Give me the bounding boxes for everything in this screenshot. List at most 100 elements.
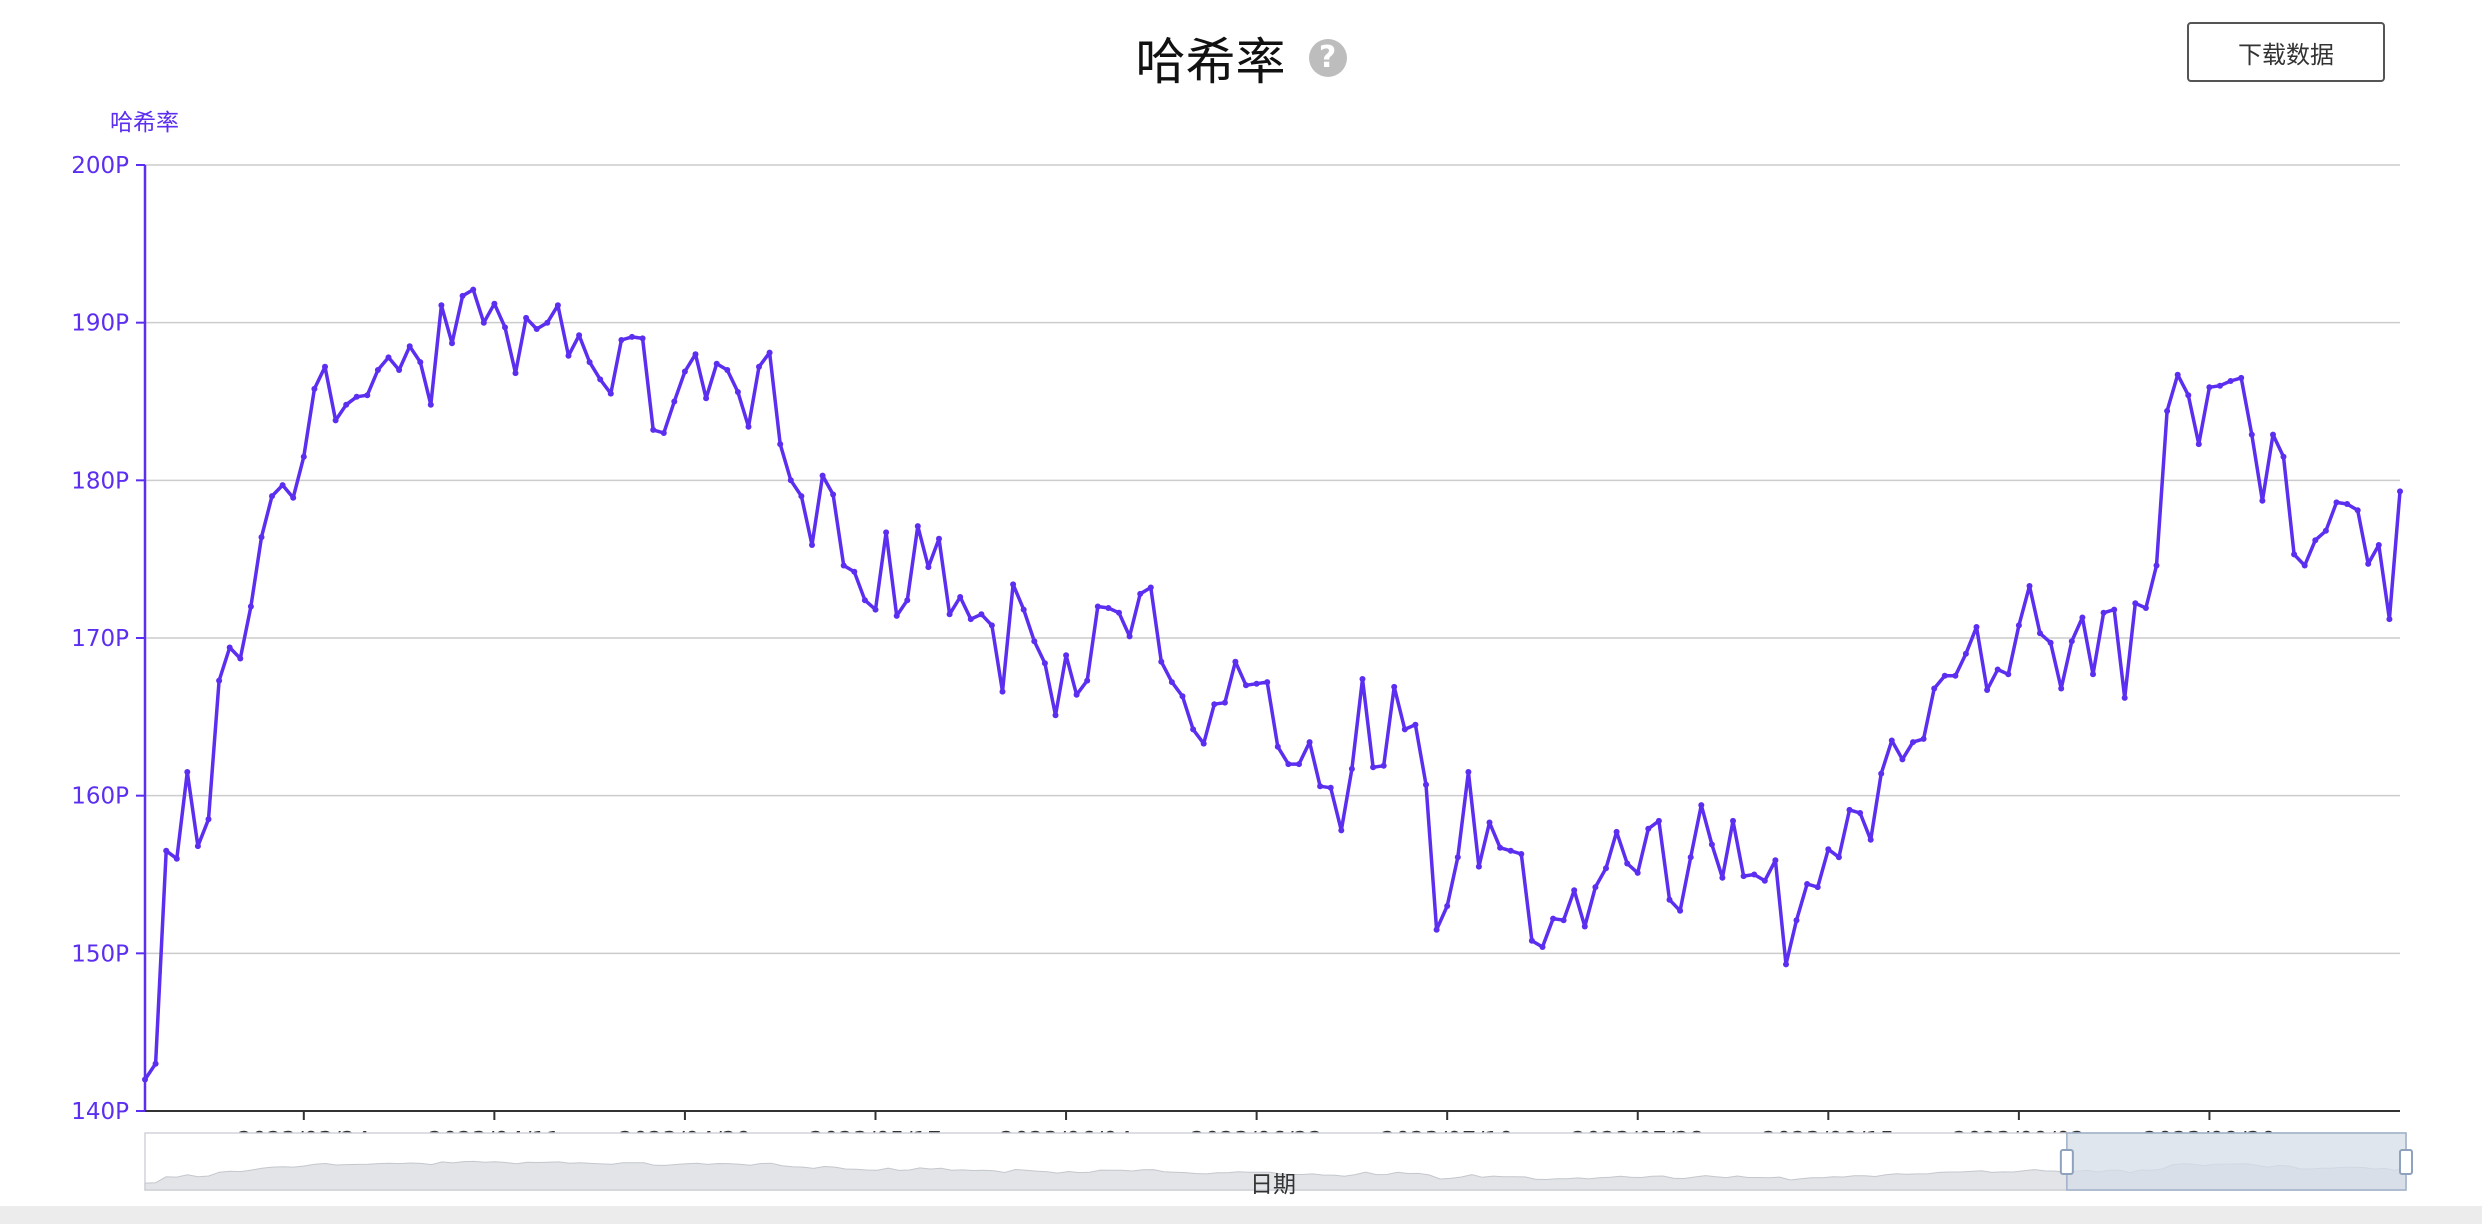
data-point (629, 333, 635, 340)
data-point (2015, 622, 2022, 629)
series-line (143, 287, 2402, 1081)
data-point (2259, 497, 2266, 504)
data-point (1910, 739, 1916, 746)
data-point (2090, 671, 2096, 678)
data-point (173, 855, 180, 862)
data-point (2301, 562, 2308, 569)
data-point (724, 367, 731, 373)
y-tick-label: 190P (71, 311, 129, 337)
data-point (152, 1060, 159, 1067)
data-point (1190, 726, 1197, 733)
data-point (703, 395, 710, 402)
data-point (364, 392, 371, 399)
data-point (1751, 871, 1758, 878)
data-point (1412, 721, 1419, 728)
data-point (830, 491, 837, 498)
data-zoom-slider[interactable] (144, 1132, 2413, 1191)
data-point (861, 597, 868, 604)
data-point (576, 332, 583, 339)
data-point (459, 292, 466, 299)
data-point (449, 340, 455, 347)
data-point (269, 493, 275, 500)
data-point (1846, 806, 1853, 813)
data-point (1116, 609, 1122, 616)
data-point (1804, 881, 1811, 887)
data-point (491, 300, 498, 307)
slider-handle-right[interactable] (2399, 1149, 2413, 1175)
download-data-button[interactable]: 下载数据 (2187, 22, 2385, 82)
slider-window[interactable] (2066, 1132, 2407, 1191)
data-point (343, 401, 350, 408)
data-point (1179, 693, 1186, 700)
hashrate-series-line (143, 287, 2402, 1081)
data-point (1084, 677, 1091, 684)
data-point (2397, 488, 2403, 495)
data-point (1920, 735, 1927, 742)
data-point (1052, 712, 1059, 719)
data-point (893, 612, 900, 619)
chart-header: 哈希率 ? (0, 22, 2482, 94)
data-point (216, 677, 223, 684)
data-point (226, 644, 233, 651)
data-point (1655, 817, 1662, 824)
data-point (1984, 687, 1991, 693)
data-point (2312, 537, 2319, 544)
data-point (2322, 527, 2329, 534)
data-point (925, 564, 932, 571)
data-point (1761, 877, 1768, 884)
question-circle-icon[interactable]: ? (1308, 39, 1347, 77)
y-tick-label: 160P (71, 784, 129, 810)
data-point (1285, 761, 1292, 768)
data-point (554, 302, 561, 309)
data-point (1359, 676, 1366, 682)
y-tick-label: 150P (71, 941, 129, 967)
data-point (374, 367, 381, 373)
data-point (1380, 762, 1387, 769)
data-point (1857, 810, 1864, 816)
data-point (713, 360, 720, 367)
data-point (2153, 562, 2160, 569)
data-point (2227, 378, 2234, 384)
data-point (988, 622, 995, 629)
data-point (1677, 907, 1684, 914)
data-point (1899, 756, 1906, 763)
data-point (1783, 961, 1789, 968)
data-point (1772, 857, 1779, 864)
y-tick-label: 200P (71, 153, 129, 179)
data-point (544, 319, 551, 326)
data-point (205, 816, 212, 823)
data-point (2365, 560, 2372, 567)
data-point (322, 363, 328, 370)
data-point (1740, 873, 1747, 880)
data-point (1952, 672, 1959, 679)
data-point (1147, 584, 1154, 591)
data-point (1264, 679, 1271, 686)
data-point (2238, 374, 2245, 381)
data-point (671, 398, 678, 405)
data-point (406, 343, 413, 350)
data-point (681, 368, 688, 375)
data-point (650, 426, 657, 433)
data-point (1041, 660, 1048, 667)
data-point (1243, 682, 1249, 689)
data-point (1465, 769, 1472, 775)
slider-handle-left[interactable] (2059, 1149, 2074, 1175)
data-point (734, 389, 741, 395)
data-point (2248, 431, 2255, 438)
data-point (2026, 583, 2033, 589)
data-point (1624, 860, 1631, 867)
data-point (2037, 630, 2043, 637)
data-point (1063, 652, 1070, 659)
data-point (1168, 679, 1175, 686)
data-point (1835, 854, 1842, 861)
data-point (1221, 699, 1228, 706)
data-point (936, 535, 942, 542)
data-point (1401, 726, 1408, 733)
data-point (247, 603, 254, 610)
data-point (2354, 507, 2361, 514)
data-point (1730, 817, 1736, 824)
data-point (2068, 638, 2075, 645)
data-point (417, 359, 424, 366)
data-point (1296, 761, 1302, 768)
data-point (1094, 603, 1101, 610)
